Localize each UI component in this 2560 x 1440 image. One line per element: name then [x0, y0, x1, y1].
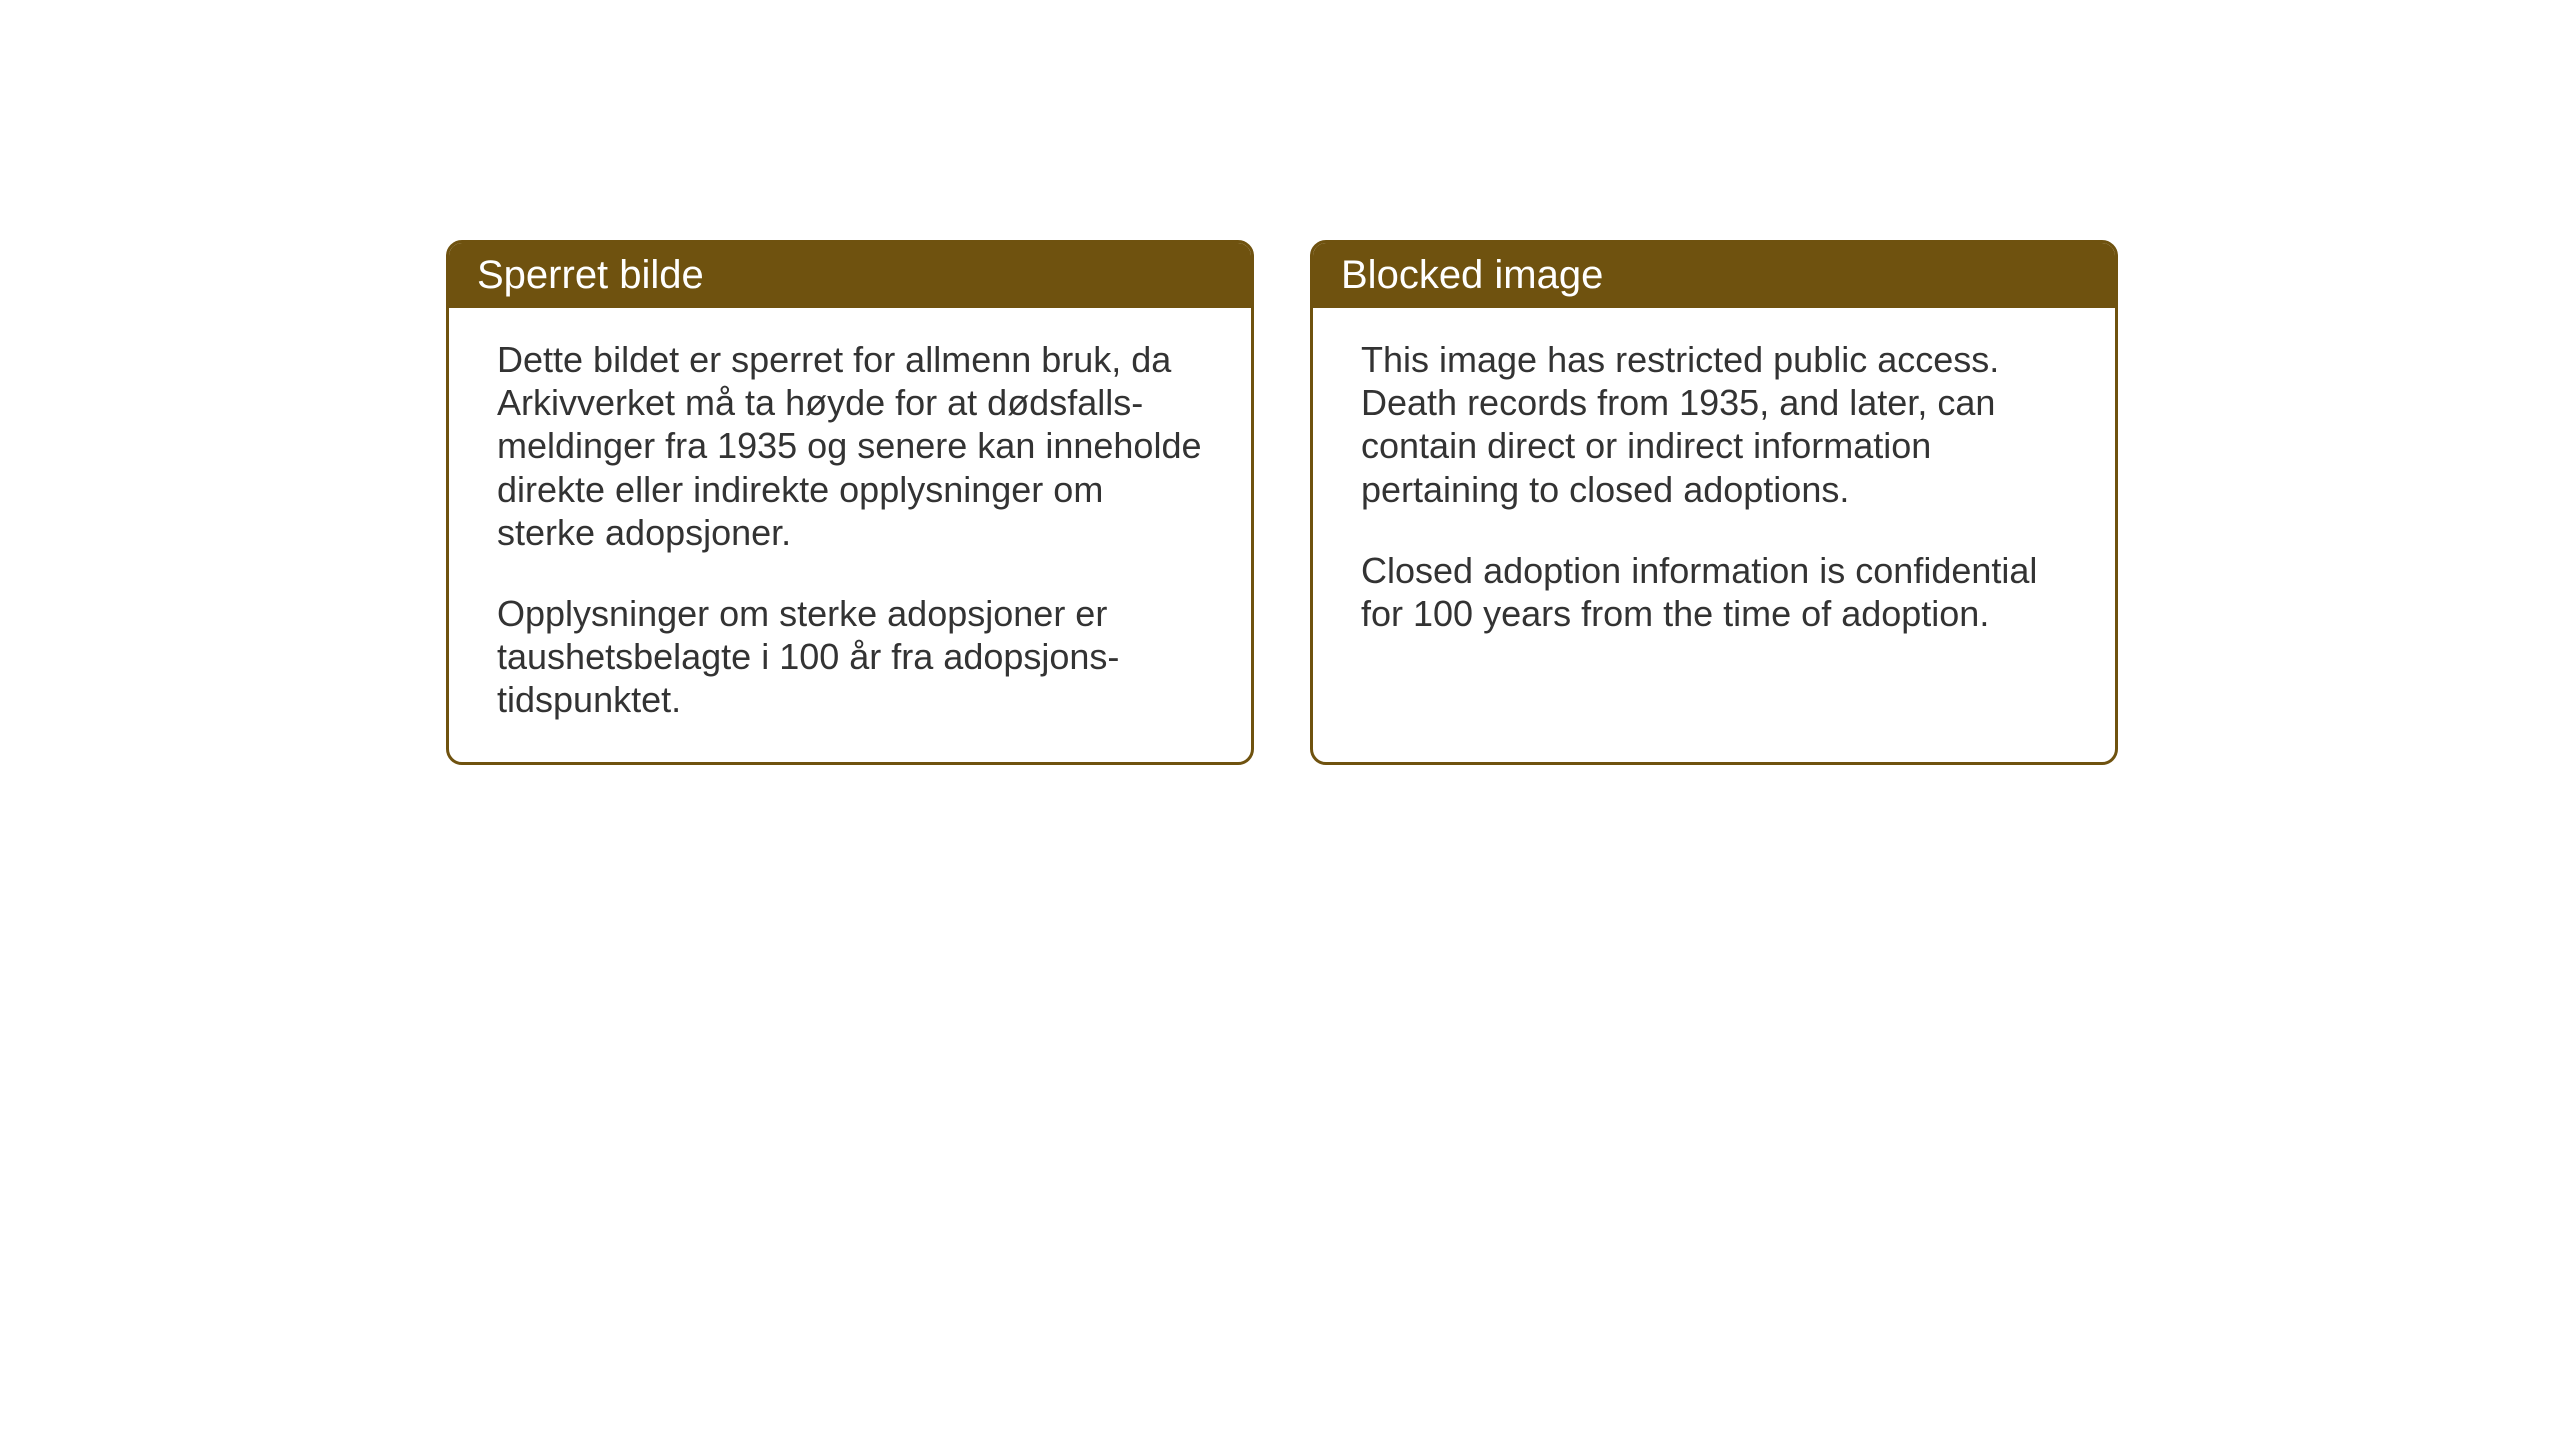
notice-title-english: Blocked image	[1341, 253, 1603, 297]
notice-header-norwegian: Sperret bilde	[449, 243, 1251, 308]
notice-box-english: Blocked image This image has restricted …	[1310, 240, 2118, 765]
notice-paragraph2-english: Closed adoption information is confident…	[1361, 549, 2067, 635]
notice-header-english: Blocked image	[1313, 243, 2115, 308]
notice-body-norwegian: Dette bildet er sperret for allmenn bruk…	[449, 308, 1251, 762]
notice-body-english: This image has restricted public access.…	[1313, 308, 2115, 748]
notice-container: Sperret bilde Dette bildet er sperret fo…	[446, 240, 2118, 765]
notice-paragraph2-norwegian: Opplysninger om sterke adopsjoner er tau…	[497, 592, 1203, 722]
notice-box-norwegian: Sperret bilde Dette bildet er sperret fo…	[446, 240, 1254, 765]
notice-paragraph1-norwegian: Dette bildet er sperret for allmenn bruk…	[497, 338, 1203, 554]
notice-title-norwegian: Sperret bilde	[477, 253, 704, 297]
notice-paragraph1-english: This image has restricted public access.…	[1361, 338, 2067, 511]
